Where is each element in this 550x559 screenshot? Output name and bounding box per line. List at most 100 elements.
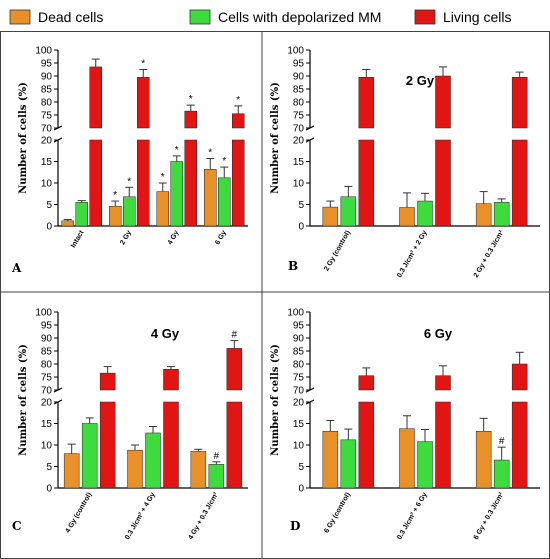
bar xyxy=(109,205,122,227)
bar-lower-part xyxy=(99,401,116,489)
y-tick-label: 100 xyxy=(35,46,52,57)
y-axis-title: Number of cells (%) xyxy=(270,82,281,194)
significance-mark: * xyxy=(113,190,117,201)
bar xyxy=(127,449,143,489)
category-label: 0.3 J/cm² + 6 Gy xyxy=(396,491,429,541)
bar-upper-part xyxy=(358,375,375,391)
category-label: 2 Gy (control) xyxy=(323,230,352,273)
y-tick-label: 95 xyxy=(41,321,53,332)
y-tick-label: 100 xyxy=(287,46,304,57)
bar xyxy=(75,202,88,227)
y-tick-label: 75 xyxy=(41,111,53,122)
significance-mark: # xyxy=(232,330,238,341)
significance-mark: * xyxy=(161,172,165,183)
bar xyxy=(123,196,136,227)
bar xyxy=(208,464,225,489)
bar-lower-part xyxy=(163,401,179,489)
y-tick-label: 5 xyxy=(298,462,304,473)
y-tick-label: 85 xyxy=(41,85,53,96)
bar xyxy=(190,451,207,489)
legend-swatch-1 xyxy=(189,9,211,25)
bar xyxy=(61,220,74,227)
y-axis-title: Number of cells (%) xyxy=(18,344,29,456)
bar-upper-part xyxy=(358,77,375,129)
bar-lower-part xyxy=(358,401,375,489)
panel-letter: C xyxy=(12,519,22,533)
panel-C: 70 75 80 85 90 95 100 0 5 10 15 20 Number of cells (… xyxy=(12,308,248,541)
panel-letter: A xyxy=(11,261,22,275)
y-tick-label: 95 xyxy=(41,59,53,70)
bar-lower-part xyxy=(137,139,150,227)
bar xyxy=(399,207,415,227)
y-tick-label: 100 xyxy=(35,308,52,319)
y-tick-label: 80 xyxy=(293,98,305,109)
y-tick-label: 5 xyxy=(46,462,52,473)
y-tick-label: 75 xyxy=(41,373,53,384)
y-tick-label: 15 xyxy=(293,419,305,430)
y-tick-label: 90 xyxy=(293,72,305,83)
bar xyxy=(417,200,433,227)
bar xyxy=(145,432,161,489)
bar-upper-part xyxy=(226,348,243,391)
category-label: 0.3 J/cm² + 2 Gy xyxy=(396,229,429,279)
y-tick-label: 15 xyxy=(293,157,305,168)
y-tick-label: 90 xyxy=(41,72,53,83)
y-tick-label: 80 xyxy=(41,360,53,371)
y-tick-label: 20 xyxy=(41,398,53,409)
legend-label-2: Living cells xyxy=(443,9,511,25)
bar-upper-part xyxy=(89,66,102,129)
significance-mark: * xyxy=(175,145,179,156)
significance-mark: # xyxy=(499,436,505,447)
bar xyxy=(475,430,492,489)
category-label: 6 Gy + 0.3 J/cm² xyxy=(473,491,506,541)
y-tick-label: 0 xyxy=(46,222,52,233)
y-tick-label: 85 xyxy=(41,347,53,358)
bar xyxy=(399,428,415,489)
significance-mark: * xyxy=(222,156,226,167)
bar xyxy=(204,168,217,227)
bar xyxy=(63,453,80,489)
category-label: Intact xyxy=(70,229,86,249)
panel-B: 70 75 80 85 90 95 100 0 5 10 15 20 Number of cells (… xyxy=(270,46,540,279)
y-tick-label: 95 xyxy=(293,59,305,70)
y-tick-label: 0 xyxy=(298,222,304,233)
panel-title: 4 Gy xyxy=(151,326,180,341)
bar xyxy=(493,202,510,227)
bar-lower-part xyxy=(435,401,451,489)
category-label: 6 Gy xyxy=(214,229,228,246)
y-tick-label: 75 xyxy=(293,373,305,384)
y-tick-label: 80 xyxy=(293,360,305,371)
panel-letter: B xyxy=(288,259,298,273)
bar-lower-part xyxy=(511,401,528,489)
y-tick-label: 90 xyxy=(293,334,305,345)
category-label: 2 Gy xyxy=(119,229,133,246)
y-tick-label: 15 xyxy=(41,419,53,430)
bar-upper-part xyxy=(232,113,245,129)
bar xyxy=(493,459,510,489)
y-tick-label: 85 xyxy=(293,85,305,96)
y-tick-label: 5 xyxy=(298,200,304,211)
bar-lower-part xyxy=(435,139,451,227)
y-axis-title: Number of cells (%) xyxy=(18,82,29,194)
y-tick-label: 80 xyxy=(41,98,53,109)
panel-letter: D xyxy=(290,519,300,533)
legend-label-0: Dead cells xyxy=(38,9,103,25)
y-tick-label: 70 xyxy=(293,124,305,135)
bar-upper-part xyxy=(511,77,528,129)
y-tick-label: 100 xyxy=(287,308,304,319)
legend-swatch-2 xyxy=(414,9,436,25)
bar-upper-part xyxy=(184,110,197,129)
y-tick-label: 15 xyxy=(41,157,53,168)
bar-lower-part xyxy=(511,139,528,227)
bar xyxy=(322,206,339,227)
y-tick-label: 70 xyxy=(293,386,305,397)
y-tick-label: 90 xyxy=(41,334,53,345)
bar xyxy=(81,423,98,489)
y-tick-label: 20 xyxy=(293,136,305,147)
category-label: 0.3 J/cm² + 4 Gy xyxy=(124,491,157,541)
bar xyxy=(417,441,433,489)
bar-lower-part xyxy=(184,139,197,227)
category-label: 4 Gy (control) xyxy=(65,492,94,535)
y-tick-label: 10 xyxy=(41,179,53,190)
